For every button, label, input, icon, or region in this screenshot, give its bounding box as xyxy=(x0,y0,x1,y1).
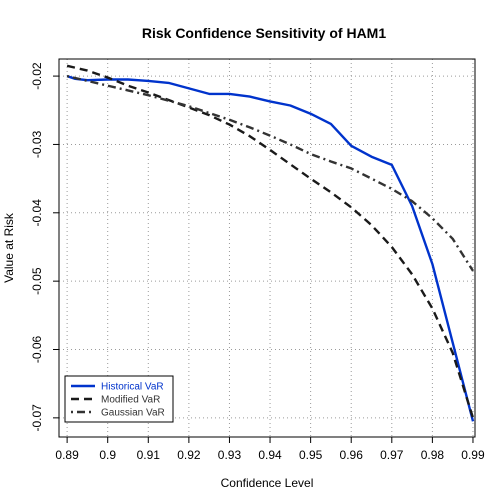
legend: Historical VaR Modified VaR Gaussian VaR xyxy=(64,375,174,423)
legend-label: Modified VaR xyxy=(101,395,160,406)
legend-box xyxy=(64,375,174,423)
x-tick-label: 0.98 xyxy=(421,448,445,462)
x-axis-label: Confidence Level xyxy=(221,476,314,490)
y-tick-label: -0.03 xyxy=(30,130,44,158)
legend-label: Historical VaR xyxy=(101,382,164,393)
chart-title: Risk Confidence Sensitivity of HAM1 xyxy=(142,25,386,41)
x-axis: 0.89 0.9 0.91 0.92 0.93 0.94 0.95 0.96 0.97 0.98 0… xyxy=(55,437,485,462)
series-line-historical-var xyxy=(66,74,475,422)
x-tick-label: 0.93 xyxy=(218,448,242,462)
x-tick-label: 0.97 xyxy=(380,448,404,462)
plot-frame xyxy=(58,58,476,438)
series-line-gaussian-var xyxy=(66,74,475,272)
x-tick-label: 0.89 xyxy=(55,448,79,462)
series-layer xyxy=(66,64,475,422)
x-tick-label: 0.92 xyxy=(177,448,201,462)
x-tick-label: 0.9 xyxy=(99,448,116,462)
y-axis-label: Value at Risk xyxy=(2,212,16,283)
y-tick-label: -0.02 xyxy=(30,62,44,90)
y-tick-label: -0.05 xyxy=(30,267,44,295)
y-axis: -0.02 -0.03 -0.04 -0.05 -0.06 -0.07 xyxy=(30,62,59,432)
x-tick-label: 0.94 xyxy=(258,448,282,462)
legend-label: Gaussian VaR xyxy=(101,408,165,419)
y-tick-label: -0.04 xyxy=(30,199,44,227)
y-tick-label: -0.07 xyxy=(30,404,44,432)
grid xyxy=(59,59,475,437)
series-line-modified-var xyxy=(66,64,475,419)
y-tick-label: -0.06 xyxy=(30,336,44,364)
x-tick-label: 0.95 xyxy=(299,448,323,462)
x-tick-label: 0.99 xyxy=(461,448,485,462)
x-tick-label: 0.91 xyxy=(137,448,161,462)
x-tick-label: 0.96 xyxy=(340,448,364,462)
